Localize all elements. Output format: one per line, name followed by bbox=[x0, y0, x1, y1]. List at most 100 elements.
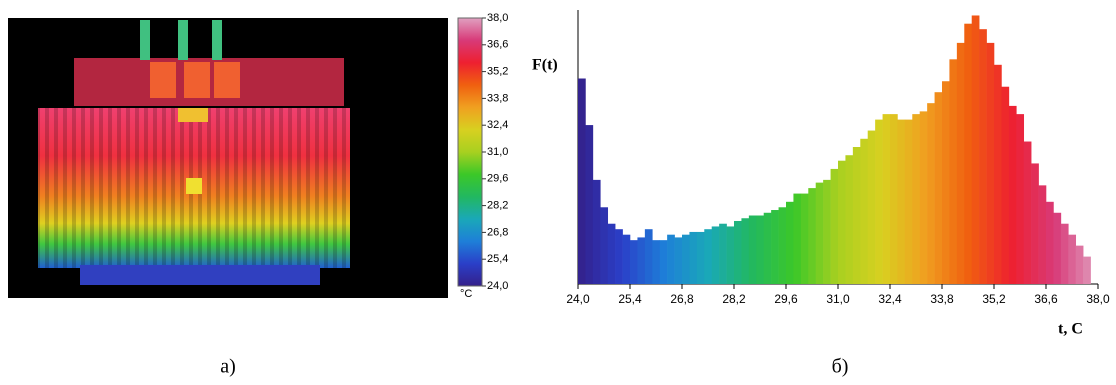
x-tick-label: 35,2 bbox=[982, 292, 1006, 306]
colorbar-tick-label: 35,2 bbox=[487, 66, 508, 78]
bar bbox=[979, 29, 987, 284]
colorbar-unit: °C bbox=[460, 288, 472, 300]
colorbar-tick-label: 28,2 bbox=[487, 200, 508, 212]
colorbar-scale bbox=[458, 18, 482, 286]
bar bbox=[615, 229, 623, 284]
bar bbox=[890, 114, 898, 284]
bar bbox=[905, 120, 913, 284]
bar bbox=[585, 125, 593, 284]
bar bbox=[652, 240, 660, 284]
bar bbox=[600, 207, 608, 284]
bar bbox=[838, 161, 846, 284]
bar bbox=[860, 139, 868, 284]
bar bbox=[660, 240, 668, 284]
bar bbox=[1061, 224, 1069, 284]
x-tick-label: 28,2 bbox=[722, 292, 746, 306]
bar bbox=[987, 43, 995, 284]
bar bbox=[816, 183, 824, 284]
bar bbox=[697, 232, 705, 284]
bar bbox=[1068, 235, 1076, 284]
bar bbox=[853, 147, 861, 284]
colorbar-tick-label: 33,8 bbox=[487, 92, 508, 104]
x-tick-label: 31,0 bbox=[826, 292, 850, 306]
bar bbox=[1039, 185, 1047, 284]
bar bbox=[645, 229, 653, 284]
bar bbox=[920, 111, 928, 284]
bar bbox=[734, 221, 742, 284]
bar bbox=[786, 202, 794, 284]
x-axis-label: t, C bbox=[1058, 321, 1083, 338]
y-axis-label: F(t) bbox=[532, 57, 558, 74]
bar bbox=[578, 79, 586, 285]
bar bbox=[875, 120, 883, 284]
colorbar-tick-label: 24,0 bbox=[487, 280, 508, 292]
bar bbox=[689, 232, 697, 284]
bar bbox=[972, 15, 980, 284]
bar bbox=[957, 43, 965, 284]
bar bbox=[935, 92, 943, 284]
bar bbox=[741, 218, 749, 284]
colorbar-tick-label: 26,8 bbox=[487, 226, 508, 238]
x-tick-label: 32,4 bbox=[878, 292, 902, 306]
x-tick-label: 36,6 bbox=[1034, 292, 1058, 306]
bar bbox=[623, 235, 631, 284]
bar bbox=[1046, 202, 1054, 284]
caption: б) bbox=[832, 356, 849, 378]
bar bbox=[779, 207, 787, 284]
colorbar-tick-label: 29,6 bbox=[487, 173, 508, 185]
bar bbox=[831, 169, 839, 284]
bar bbox=[712, 226, 720, 284]
bar bbox=[1053, 213, 1061, 284]
bar bbox=[1024, 142, 1032, 284]
bar bbox=[667, 235, 675, 284]
figure: °C 24,0 25,4 26,8 28,2 29,6 31,0 32,4 33,8 35,2 3… bbox=[0, 0, 1116, 385]
caption: а) bbox=[220, 356, 236, 378]
bar bbox=[1076, 246, 1084, 284]
bar bbox=[942, 81, 950, 284]
bar bbox=[845, 155, 853, 284]
bar bbox=[868, 131, 876, 284]
colorbar-tick-label: 38,0 bbox=[487, 12, 508, 24]
x-tick-label: 24,0 bbox=[566, 292, 590, 306]
x-tick-label: 29,6 bbox=[774, 292, 798, 306]
bar bbox=[719, 224, 727, 284]
bar bbox=[927, 103, 935, 284]
bar bbox=[1009, 106, 1017, 284]
colorbar-tick-label: 32,4 bbox=[487, 119, 508, 131]
bar bbox=[897, 120, 905, 284]
bar bbox=[1083, 257, 1091, 284]
x-tick-label: 38,0 bbox=[1086, 292, 1110, 306]
colorbar-tick-label: 25,4 bbox=[487, 253, 508, 265]
bar bbox=[727, 226, 735, 284]
bar bbox=[964, 24, 972, 284]
x-tick-label: 25,4 bbox=[618, 292, 642, 306]
bar bbox=[749, 216, 757, 285]
bar bbox=[994, 65, 1002, 284]
bar bbox=[608, 224, 616, 284]
bar bbox=[704, 229, 712, 284]
bar bbox=[1001, 87, 1009, 284]
thermal-image bbox=[8, 18, 448, 298]
bar bbox=[823, 180, 831, 284]
colorbar-tick-label: 31,0 bbox=[487, 146, 508, 158]
bar bbox=[630, 240, 638, 284]
colorbar: °C 24,0 25,4 26,8 28,2 29,6 31,0 32,4 33,8 35,2 3… bbox=[458, 12, 508, 300]
bar bbox=[682, 235, 690, 284]
colorbar-tick-label: 36,6 bbox=[487, 39, 508, 51]
bar bbox=[808, 188, 816, 284]
bar bbox=[1031, 163, 1039, 284]
bar bbox=[801, 194, 809, 284]
bar bbox=[793, 194, 801, 284]
bar bbox=[675, 237, 683, 284]
bar bbox=[883, 114, 891, 284]
x-tick-label: 26,8 bbox=[670, 292, 694, 306]
x-tick-label: 33,8 bbox=[930, 292, 954, 306]
bar bbox=[637, 237, 645, 284]
bar bbox=[949, 59, 957, 284]
bar bbox=[1016, 114, 1024, 284]
bar bbox=[593, 180, 601, 284]
bar bbox=[756, 216, 764, 285]
bar bbox=[771, 210, 779, 284]
bar bbox=[764, 213, 772, 284]
bar bbox=[912, 114, 920, 284]
